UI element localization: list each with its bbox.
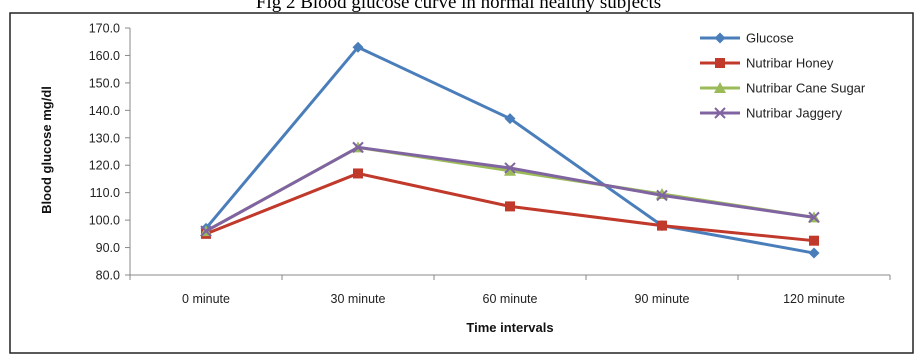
y-tick-label: 110.0 xyxy=(90,186,120,200)
data-point xyxy=(352,141,364,154)
chart-border xyxy=(9,12,914,354)
legend-swatch-marker xyxy=(715,58,725,68)
x-axis-title: Time intervals xyxy=(466,320,553,335)
x-axis-ticks: 0 minute 30 minute 60 minute 90 minute 120 m… xyxy=(129,275,891,306)
y-tick-label: 150.0 xyxy=(89,76,120,90)
data-point xyxy=(808,211,820,224)
y-tick-label: 120.0 xyxy=(89,159,120,173)
data-point xyxy=(809,235,819,246)
data-point xyxy=(808,247,820,259)
legend-item: Nutribar Cane Sugar xyxy=(700,81,866,96)
data-point xyxy=(200,225,212,237)
data-point xyxy=(352,41,364,53)
x-tick-label: 120 minute xyxy=(783,292,845,306)
series-nutribar-jaggery xyxy=(200,141,820,237)
legend-swatch-marker xyxy=(714,107,726,119)
y-tick-label: 160.0 xyxy=(89,49,120,63)
legend-item: Nutribar Honey xyxy=(700,56,834,71)
y-tick-label: 80.0 xyxy=(96,269,120,283)
data-point xyxy=(656,189,668,202)
y-tick-label: 100.0 xyxy=(89,214,120,228)
legend: Glucose Nutribar Honey Nutribar Cane Sugar… xyxy=(700,31,866,121)
y-axis-title: Blood glucose mg/dl xyxy=(39,86,54,214)
x-tick-label: 60 minute xyxy=(483,292,538,306)
y-tick-label: 140.0 xyxy=(89,104,120,118)
series-layer xyxy=(200,41,820,259)
y-tick-label: 90.0 xyxy=(96,241,120,255)
x-tick-label: 30 minute xyxy=(331,292,386,306)
y-tick-label: 170.0 xyxy=(89,22,120,36)
x-tick-label: 90 minute xyxy=(635,292,690,306)
data-point xyxy=(504,162,516,174)
figure-title: Fig 2 Blood glucose curve in normal heal… xyxy=(255,0,662,13)
legend-label: Glucose xyxy=(746,31,794,46)
data-point xyxy=(504,113,516,125)
data-point xyxy=(657,220,667,231)
data-point xyxy=(504,164,516,176)
legend-item: Glucose xyxy=(700,31,794,46)
legend-label: Nutribar Cane Sugar xyxy=(746,81,866,96)
data-point xyxy=(505,201,515,212)
y-tick-label: 130.0 xyxy=(89,131,120,145)
legend-label: Nutribar Honey xyxy=(746,56,834,71)
legend-swatch-marker xyxy=(714,82,726,93)
legend-item: Nutribar Jaggery xyxy=(700,106,843,121)
data-point xyxy=(353,168,363,179)
legend-swatch-marker xyxy=(714,32,726,44)
legend-label: Nutribar Jaggery xyxy=(746,106,843,121)
y-axis-ticks: 80.0 90.0 100.0 110.0 120.0 130.0 140.0 150.0 16… xyxy=(89,22,130,283)
x-tick-label: 0 minute xyxy=(182,292,230,306)
